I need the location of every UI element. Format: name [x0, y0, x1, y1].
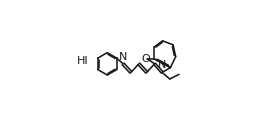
Text: O: O — [141, 54, 150, 64]
Text: N: N — [158, 60, 166, 70]
Text: HI: HI — [77, 56, 89, 66]
Text: N: N — [119, 52, 127, 62]
